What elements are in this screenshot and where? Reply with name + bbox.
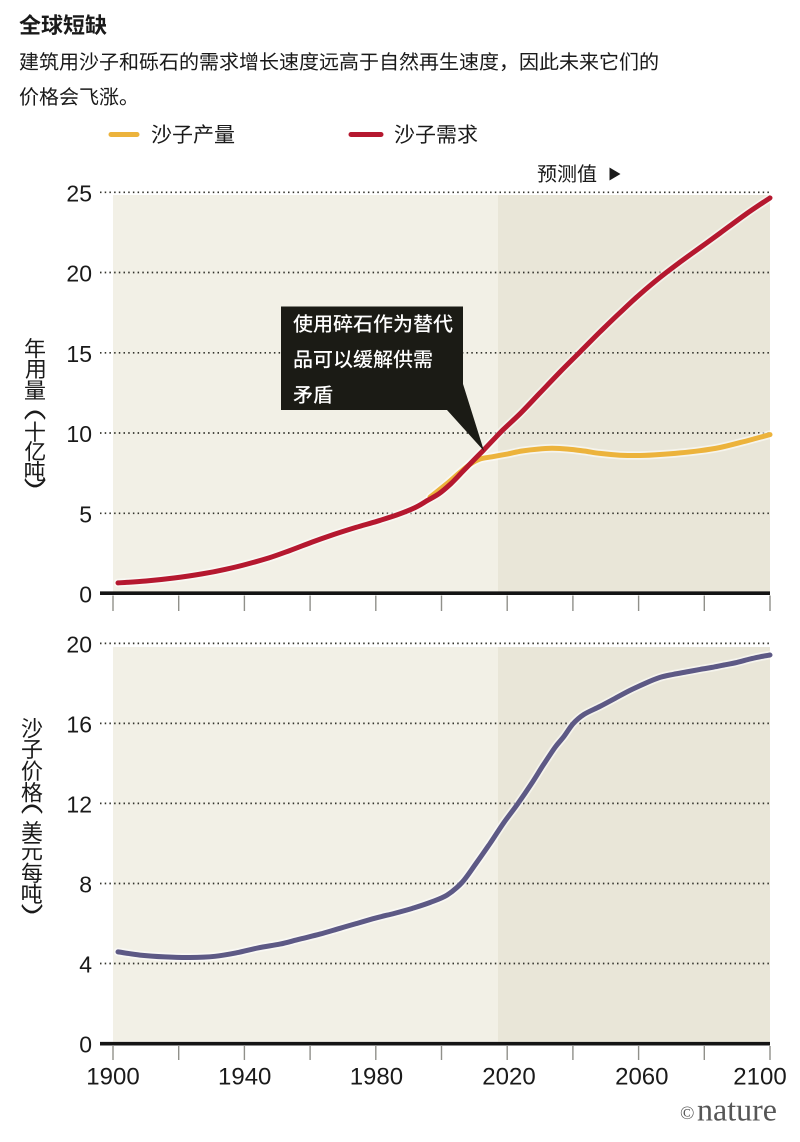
svg-text:1980: 1980 (350, 1064, 403, 1091)
svg-text:8: 8 (79, 872, 92, 898)
svg-text:2100: 2100 (733, 1064, 786, 1091)
svg-text:0: 0 (79, 1032, 92, 1058)
svg-text:5: 5 (79, 501, 92, 527)
svg-text:20: 20 (66, 631, 92, 657)
svg-text:20: 20 (66, 261, 92, 287)
svg-text:15: 15 (66, 341, 92, 367)
svg-text:nature: nature (697, 1092, 777, 1128)
svg-text:1900: 1900 (86, 1064, 139, 1091)
svg-text:©: © (680, 1103, 694, 1124)
svg-text:25: 25 (66, 180, 92, 206)
svg-text:4: 4 (79, 952, 92, 978)
svg-text:2060: 2060 (615, 1064, 668, 1091)
svg-text:1940: 1940 (218, 1064, 271, 1091)
svg-text:2020: 2020 (482, 1064, 535, 1091)
svg-text:16: 16 (66, 711, 92, 737)
svg-text:12: 12 (66, 791, 92, 817)
svg-text:10: 10 (66, 421, 92, 447)
svg-text:0: 0 (79, 582, 92, 608)
